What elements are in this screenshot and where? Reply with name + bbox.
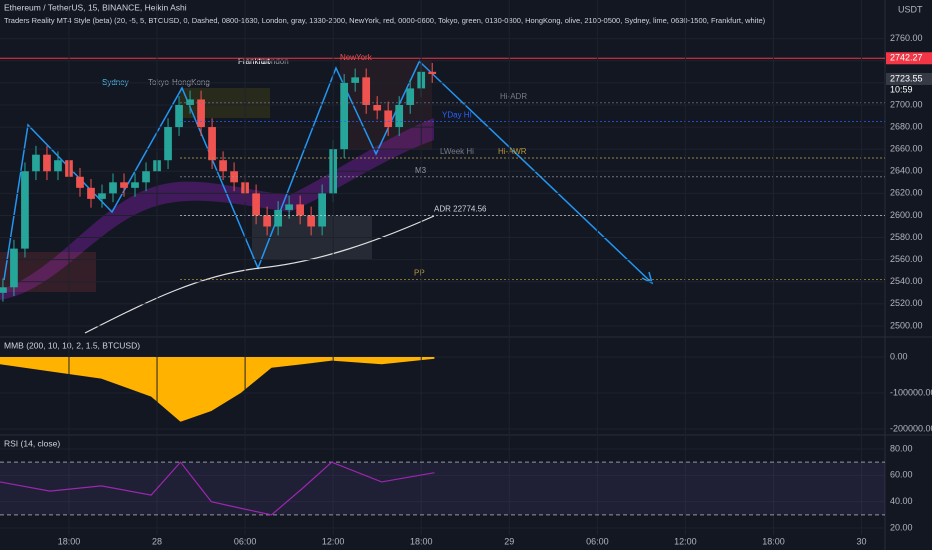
- y-tick-label: 2560.00: [890, 254, 923, 264]
- candle-body: [263, 215, 271, 227]
- countdown: 10:59: [890, 84, 913, 94]
- price-tag-label: 2742.27: [890, 53, 923, 63]
- y-tick-label: 80.00: [890, 443, 913, 453]
- pane-title: RSI (14, close): [4, 438, 60, 448]
- candle-body: [274, 209, 282, 227]
- y-tick-label: 20.00: [890, 522, 913, 532]
- y-tick-label: 2540.00: [890, 276, 923, 286]
- candle-body: [43, 154, 51, 172]
- currency: USDT: [898, 4, 923, 14]
- candle-body: [54, 160, 62, 172]
- session-label: Frankfurt: [238, 57, 271, 66]
- y-tick-label: 40.00: [890, 496, 913, 506]
- candle-body: [98, 193, 106, 199]
- level-label: PP: [414, 269, 425, 278]
- price-tag: [886, 72, 932, 85]
- candle-body: [109, 182, 117, 194]
- candle-body: [186, 99, 194, 105]
- price-tag-label: 2723.55: [890, 73, 923, 83]
- y-tick-label: 2580.00: [890, 232, 923, 242]
- zigzag: [3, 59, 421, 281]
- y-tick-label: 2700.00: [890, 99, 923, 109]
- level-label: Hi-AWR: [498, 147, 527, 156]
- session-label: London: [262, 57, 289, 66]
- y-tick-label: -200000.00: [890, 423, 932, 433]
- candle-body: [252, 193, 260, 216]
- y-tick-label: 2620.00: [890, 188, 923, 198]
- area: [0, 357, 435, 422]
- rsi-band: [0, 462, 885, 515]
- candle-body: [307, 215, 315, 227]
- candle-body: [318, 193, 327, 227]
- x-tick-label: 29: [504, 536, 514, 546]
- y-tick-label: 0.00: [890, 351, 908, 361]
- candle-body: [197, 99, 205, 128]
- candle-body: [340, 82, 349, 150]
- level-label: Hi-ADR: [500, 92, 527, 101]
- x-tick-label: 18:00: [762, 536, 785, 546]
- candle-body: [10, 248, 18, 288]
- candle-body: [384, 110, 393, 128]
- candle-body: [351, 77, 360, 83]
- y-tick-label: 2500.00: [890, 320, 923, 330]
- pane-title: MMB (200, 10, 10, 2, 1.5, BTCUSD): [4, 340, 140, 350]
- candle-body: [142, 171, 150, 183]
- candle-body: [0, 287, 7, 293]
- candle-body: [131, 182, 139, 188]
- x-tick-label: 06:00: [234, 536, 257, 546]
- x-tick-label: 18:00: [410, 536, 433, 546]
- x-tick-label: 06:00: [586, 536, 609, 546]
- candle-body: [285, 204, 293, 210]
- indicator-title: Traders Reality MT4 Style (beta) (20, -5…: [4, 16, 766, 25]
- candle-body: [120, 182, 128, 188]
- y-tick-label: -100000.00: [890, 387, 932, 397]
- y-tick-label: 2760.00: [890, 33, 923, 43]
- x-tick-label: 12:00: [322, 536, 345, 546]
- candle-body: [175, 104, 183, 128]
- candle-body: [373, 104, 382, 111]
- x-tick-label: 30: [857, 536, 867, 546]
- candle-body: [428, 71, 437, 75]
- candle-body: [230, 171, 238, 183]
- candle-body: [406, 88, 415, 105]
- line: [0, 461, 435, 516]
- y-tick-label: 2660.00: [890, 144, 923, 154]
- level-label: ADR 22774.56: [434, 205, 487, 214]
- candle-body: [296, 204, 304, 216]
- symbol-title: Ethereum / TetherUS, 15, BINANCE, Heikin…: [4, 2, 187, 12]
- candle-body: [219, 160, 227, 172]
- y-tick-label: 2520.00: [890, 298, 923, 308]
- level-label: YDay HI: [442, 111, 472, 120]
- y-tick-label: 2640.00: [890, 166, 923, 176]
- y-tick-label: 60.00: [890, 470, 913, 480]
- candle-body: [362, 77, 371, 105]
- candle-body: [208, 127, 216, 161]
- level-label: LWeek Hi: [440, 147, 474, 156]
- x-tick-label: 28: [152, 536, 162, 546]
- x-tick-label: 12:00: [674, 536, 697, 546]
- candle-body: [21, 171, 29, 249]
- candle-body: [164, 127, 172, 161]
- candle-body: [395, 104, 404, 128]
- candle-body: [87, 187, 95, 199]
- x-tick-label: 18:00: [58, 536, 81, 546]
- y-tick-label: 2600.00: [890, 210, 923, 220]
- projection-arrow: [419, 61, 653, 284]
- y-tick-label: 2680.00: [890, 121, 923, 131]
- candle-body: [32, 154, 40, 172]
- candle-body: [76, 176, 84, 188]
- session-label: NewYork: [340, 53, 373, 62]
- price-tag: [886, 52, 932, 65]
